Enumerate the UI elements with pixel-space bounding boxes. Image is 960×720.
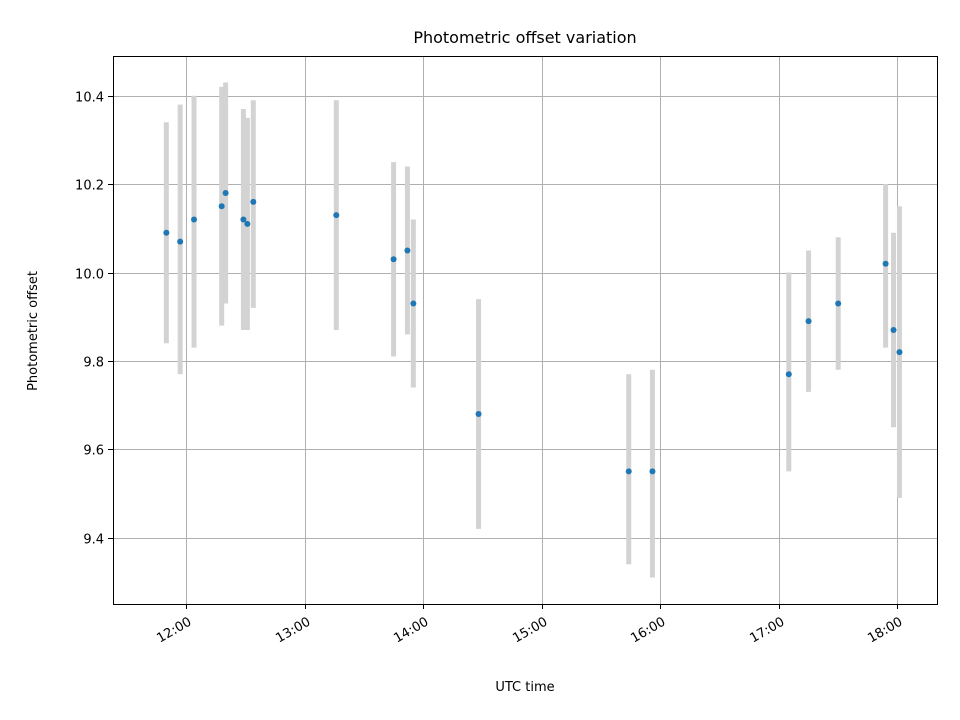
data-point <box>835 300 842 307</box>
data-point <box>410 300 417 307</box>
data-point <box>244 220 251 227</box>
data-points <box>163 190 903 475</box>
x-tick-label: 18:00 <box>865 615 905 647</box>
x-axis-label: UTC time <box>495 680 554 695</box>
data-point <box>890 327 897 333</box>
data-point <box>404 247 411 254</box>
error-bars <box>163 82 902 578</box>
chart-title: Photometric offset variation <box>413 28 636 47</box>
data-point <box>250 198 257 205</box>
x-axis-ticks: 12:00 13:00 14:00 15:00 16:00 17:00 18:00 <box>154 604 905 646</box>
y-tick-label: 9.8 <box>83 356 104 371</box>
x-tick-label: 13:00 <box>273 615 313 647</box>
data-point <box>882 260 889 267</box>
data-point <box>240 216 247 223</box>
x-tick-label: 15:00 <box>510 615 550 647</box>
data-point <box>785 371 792 378</box>
data-point <box>649 468 656 475</box>
y-tick-label: 9.6 <box>83 444 104 459</box>
data-point <box>333 212 340 219</box>
grid-lines <box>113 56 937 604</box>
data-point <box>191 216 198 223</box>
data-point <box>625 468 632 475</box>
data-point <box>218 203 225 210</box>
y-axis-label: Photometric offset <box>26 271 41 391</box>
y-tick-label: 10.2 <box>75 179 104 194</box>
data-point <box>896 349 903 356</box>
x-tick-label: 17:00 <box>747 615 787 647</box>
x-tick-label: 14:00 <box>391 615 431 647</box>
y-tick-label: 9.4 <box>83 533 104 548</box>
data-point <box>475 410 482 417</box>
data-point <box>222 190 229 196</box>
y-tick-label: 10.4 <box>75 91 104 106</box>
data-point <box>805 318 812 325</box>
data-point <box>163 229 170 236</box>
plot-frame <box>113 56 938 605</box>
y-axis-ticks: 9.4 9.6 9.8 10.0 10.2 10.4 <box>75 91 113 548</box>
data-point <box>390 256 397 263</box>
x-tick-label: 12:00 <box>154 615 194 647</box>
x-tick-label: 16:00 <box>628 615 668 647</box>
y-tick-label: 10.0 <box>75 268 104 283</box>
data-point <box>177 238 184 245</box>
